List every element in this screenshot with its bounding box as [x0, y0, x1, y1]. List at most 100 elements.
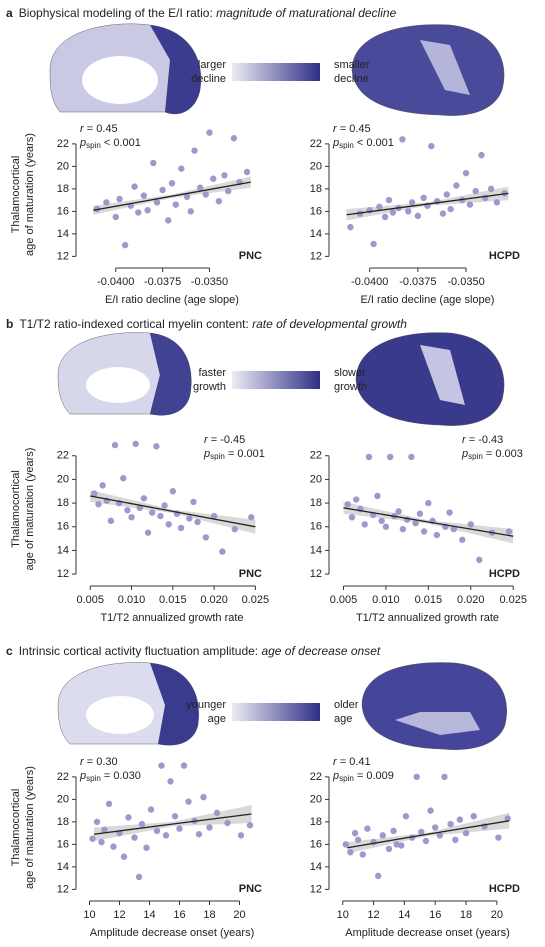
data-point: [206, 824, 213, 831]
data-point: [364, 825, 371, 832]
x-axis-label: T1/T2 annualized growth rate: [356, 612, 499, 624]
data-point: [462, 169, 470, 177]
data-point: [447, 205, 454, 213]
data-point: [420, 194, 427, 202]
y-tick-label: 12: [57, 568, 69, 580]
data-point: [452, 836, 459, 844]
legend-low: larger: [198, 59, 226, 71]
data-point: [185, 798, 192, 805]
x-tick-label: 0.020: [457, 594, 485, 606]
data-point: [206, 129, 213, 136]
y-tick-label: 12: [310, 883, 322, 895]
stat-r: r = 0.30: [80, 756, 118, 768]
stat-p: pspin = 0.003: [461, 448, 523, 461]
data-point: [111, 441, 119, 449]
legend-high: age: [334, 713, 352, 725]
y-axis-label: age of maturation (years): [24, 448, 36, 571]
data-point: [172, 201, 179, 208]
data-point: [107, 517, 115, 525]
panel-letter: a: [6, 6, 13, 20]
data-point: [98, 838, 105, 846]
data-point: [399, 136, 406, 143]
data-point: [93, 818, 101, 826]
x-tick-label: 16: [173, 909, 185, 921]
data-point: [186, 515, 193, 522]
data-point: [135, 873, 143, 881]
data-point: [376, 203, 383, 211]
stat-p-text: = 0.030: [101, 770, 141, 782]
y-tick-label: 16: [310, 838, 322, 850]
y-tick-label: 12: [310, 568, 322, 580]
data-point: [342, 841, 349, 848]
y-tick-label: 20: [310, 473, 322, 485]
y-tick-label: 20: [57, 473, 69, 485]
data-point: [386, 453, 394, 461]
data-point: [89, 835, 96, 842]
site-label: PNC: [239, 883, 262, 895]
data-point: [165, 521, 172, 528]
stat-p-symbol: p: [332, 770, 339, 782]
data-point: [124, 506, 131, 514]
data-point: [381, 213, 389, 221]
data-point: [147, 806, 155, 813]
y-tick-label: 16: [57, 838, 69, 850]
data-point: [379, 832, 386, 839]
x-tick-label: 18: [460, 909, 472, 921]
data-point: [478, 151, 485, 159]
x-tick-label: 12: [113, 909, 125, 921]
data-point: [365, 453, 373, 461]
data-point: [165, 217, 172, 224]
x-tick-label: 16: [429, 909, 441, 921]
legend-high: older: [334, 699, 359, 711]
data-point: [99, 482, 106, 489]
data-point: [382, 523, 390, 530]
data-point: [420, 528, 428, 535]
data-point: [230, 135, 238, 142]
data-point: [398, 842, 405, 849]
data-point: [200, 793, 207, 801]
data-point: [219, 548, 226, 555]
stat-r-symbol: r: [333, 756, 338, 768]
confidence-band: [347, 812, 510, 854]
data-point: [144, 207, 151, 214]
x-tick-label: 10: [337, 909, 349, 921]
data-point: [395, 508, 402, 515]
stat-r-text: = 0.45: [84, 123, 118, 135]
data-point: [153, 443, 160, 450]
data-point: [403, 516, 411, 523]
stat-p: pspin = 0.030: [79, 770, 141, 783]
stat-r: r = -0.45: [204, 434, 245, 446]
stat-p-text: < 0.001: [354, 137, 394, 149]
data-point: [467, 521, 474, 528]
data-point: [161, 502, 168, 509]
data-point: [187, 208, 194, 215]
x-tick-label: 20: [233, 909, 245, 921]
data-point: [224, 819, 231, 827]
stat-r-text: = 0.41: [337, 756, 371, 768]
data-point: [495, 834, 502, 841]
x-axis-label: E/I ratio decline (age slope): [105, 294, 239, 306]
panel-letter: b: [6, 317, 13, 331]
data-point: [132, 440, 139, 448]
data-point: [456, 816, 464, 823]
stat-r-symbol: r: [80, 123, 85, 135]
fit-line: [346, 192, 509, 216]
data-point: [378, 517, 385, 525]
stat-p: pspin = 0.001: [203, 448, 265, 461]
data-point: [143, 844, 150, 851]
data-point: [356, 210, 364, 217]
stat-p-symbol: p: [332, 137, 339, 149]
data-point: [131, 834, 138, 841]
y-axis-label: Thalamocortical: [10, 156, 22, 234]
y-tick-label: 20: [310, 160, 322, 172]
x-tick-label: -0.0375: [144, 276, 181, 288]
data-point: [447, 820, 454, 828]
y-tick-label: 16: [57, 521, 69, 533]
data-point: [171, 813, 179, 820]
data-point: [414, 212, 422, 220]
data-point: [215, 198, 223, 205]
stat-p: pspin < 0.001: [332, 137, 394, 150]
data-point: [246, 822, 254, 829]
data-point: [248, 514, 255, 521]
